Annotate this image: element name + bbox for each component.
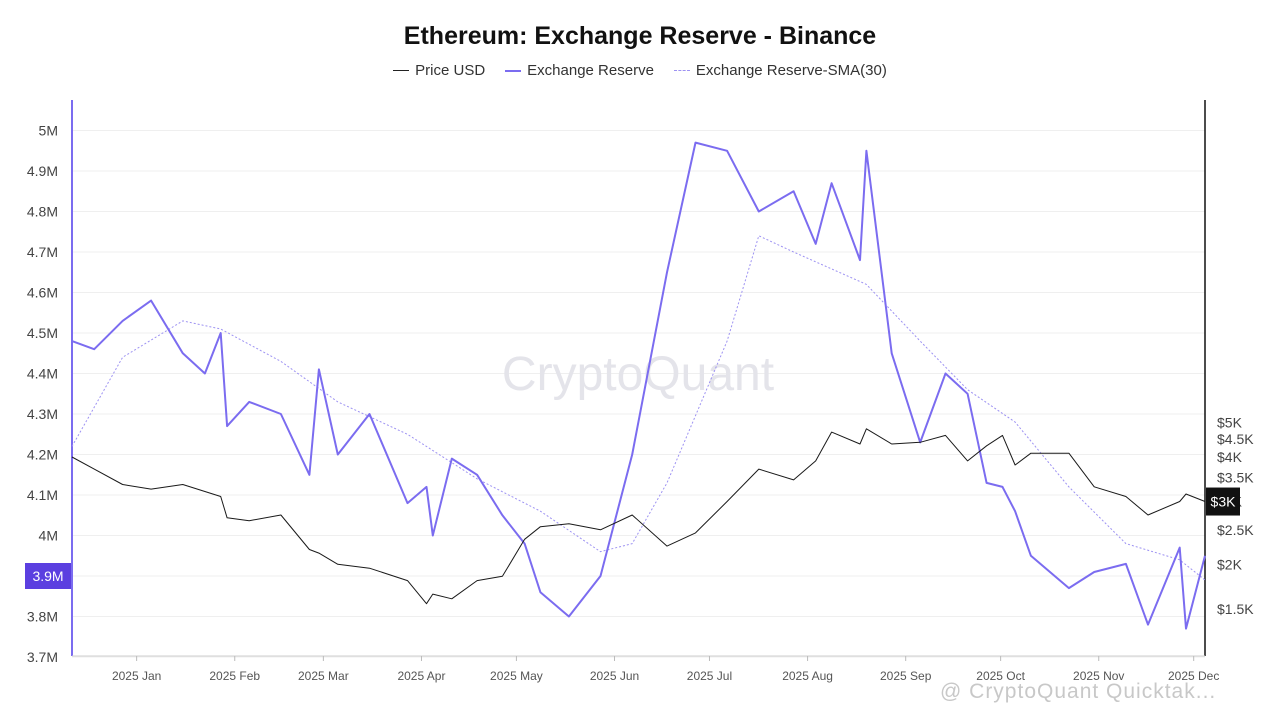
x-tick-label: 2025 Jan (112, 669, 161, 683)
legend-swatch-sma (673, 70, 690, 71)
y-left-tick-label: 4.9M (27, 163, 58, 179)
x-tick-label: 2025 Dec (1168, 669, 1219, 683)
legend-swatch-price (393, 70, 410, 71)
y-right-tick-label: $4K (1217, 449, 1243, 465)
x-tick-label: 2025 Apr (397, 669, 445, 683)
x-tick-label: 2025 Oct (976, 669, 1025, 683)
y-left-tick-label: 3.7M (27, 649, 58, 665)
x-tick-label: 2025 Mar (298, 669, 349, 683)
y-left-tick-label: 4.2M (27, 447, 58, 463)
y-left-tick-label: 4.4M (27, 366, 58, 382)
reserve-value-badge (25, 563, 71, 589)
x-tick-label: 2025 Jul (687, 669, 732, 683)
y-left-tick-label: 3.8M (27, 609, 58, 625)
legend-label-sma: Exchange Reserve-SMA(30) (695, 62, 887, 79)
legend-label-reserve: Exchange Reserve (527, 62, 654, 79)
y-left-tick-label: 4.5M (27, 325, 58, 341)
y-right-tick-label: $4.5K (1217, 431, 1254, 447)
y-left-tick-label: 4.1M (27, 487, 58, 503)
x-tick-label: 2025 Aug (782, 669, 833, 683)
legend-item-price[interactable]: Price USD (393, 62, 485, 79)
price-value-badge (1206, 487, 1240, 516)
x-tick-label: 2025 Jun (590, 669, 639, 683)
x-tick-label: 2025 Sep (880, 669, 932, 683)
y-left-tick-label: 5M (39, 123, 58, 139)
y-left-tick-label: 4.8M (27, 204, 58, 220)
y-right-tick-label: $5K (1217, 414, 1243, 430)
legend-swatch-reserve (505, 69, 522, 72)
x-tick-label: 2025 May (490, 669, 543, 683)
y-left-tick-label: 4.3M (27, 406, 58, 422)
y-left-tick-label: 4.6M (27, 285, 58, 301)
chart-title: Ethereum: Exchange Reserve - Binance (403, 22, 877, 50)
chart-watermark: CryptoQuant (502, 348, 774, 401)
series-line-price (71, 428, 1206, 605)
y-right-tick-label: $1.5K (1217, 601, 1254, 617)
series-line-sma (71, 235, 1206, 581)
legend-item-reserve[interactable]: Exchange Reserve (505, 62, 654, 79)
legend-label-price: Price USD (415, 62, 486, 79)
footer-watermark: @ CryptoQuant Quicktak... (940, 680, 1217, 703)
series-line-reserve (71, 141, 1206, 630)
chart-legend: Price USD Exchange Reserve Exchange Rese… (0, 62, 1280, 79)
price-value-label: $3K (1211, 494, 1237, 510)
y-left-tick-label: 4M (39, 528, 58, 544)
y-right-tick-label: $3.5K (1217, 470, 1254, 486)
y-left-tick-label: 4.7M (27, 244, 58, 260)
reserve-value-label: 3.9M (32, 568, 63, 584)
legend-item-sma[interactable]: Exchange Reserve-SMA(30) (673, 62, 887, 79)
y-right-tick-label: $2K (1217, 556, 1243, 572)
x-tick-label: 2025 Nov (1073, 669, 1124, 683)
x-tick-label: 2025 Feb (209, 669, 260, 683)
y-right-tick-label: $2.5K (1217, 522, 1254, 538)
